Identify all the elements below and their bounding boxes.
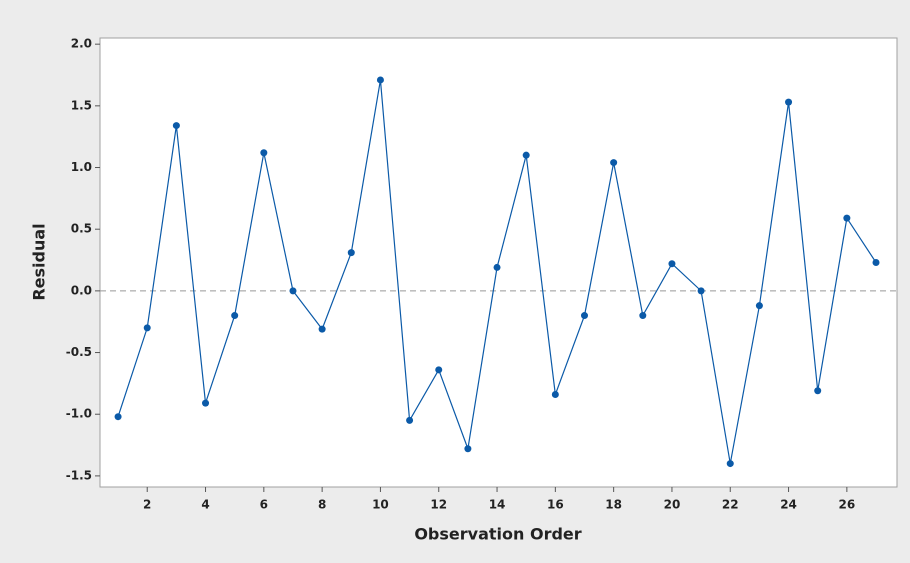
x-tick-label: 14 bbox=[489, 498, 506, 512]
data-point bbox=[376, 76, 384, 84]
y-axis-label: Residual bbox=[30, 223, 49, 300]
x-tick-label: 26 bbox=[839, 498, 856, 512]
y-tick-label: 2.0 bbox=[71, 37, 92, 51]
data-point bbox=[872, 259, 880, 266]
data-point bbox=[406, 416, 414, 424]
data-point bbox=[435, 366, 443, 374]
x-tick-label: 2 bbox=[143, 498, 151, 512]
data-point bbox=[843, 214, 851, 222]
data-point bbox=[580, 312, 588, 320]
x-tick-label: 10 bbox=[372, 498, 389, 512]
x-tick-label: 20 bbox=[664, 498, 681, 512]
x-tick-label: 4 bbox=[201, 498, 209, 512]
data-point bbox=[260, 149, 268, 157]
x-tick-label: 16 bbox=[547, 498, 564, 512]
y-tick-label: -1.0 bbox=[66, 407, 92, 421]
data-point bbox=[668, 260, 676, 268]
data-point bbox=[639, 312, 647, 320]
y-tick-label: 1.5 bbox=[71, 98, 92, 112]
data-point bbox=[726, 460, 734, 468]
x-tick-label: 22 bbox=[722, 498, 739, 512]
y-tick-label: -1.5 bbox=[66, 468, 92, 482]
y-tick-label: 0.5 bbox=[71, 222, 92, 236]
data-point bbox=[785, 98, 793, 106]
data-point bbox=[493, 263, 501, 271]
data-point bbox=[347, 249, 355, 257]
data-point bbox=[318, 325, 326, 333]
data-point bbox=[172, 122, 180, 130]
y-tick-label: -0.5 bbox=[66, 345, 92, 359]
data-point bbox=[143, 324, 151, 332]
data-point bbox=[231, 312, 239, 320]
y-tick-label: 0.0 bbox=[71, 283, 92, 297]
x-tick-label: 6 bbox=[260, 498, 268, 512]
y-tick-label: 1.0 bbox=[71, 160, 92, 174]
x-axis-label: Observation Order bbox=[414, 525, 581, 544]
data-point bbox=[289, 287, 297, 295]
data-point bbox=[202, 399, 210, 407]
x-tick-label: 8 bbox=[318, 498, 326, 512]
x-tick-label: 12 bbox=[430, 498, 447, 512]
data-point bbox=[755, 302, 763, 310]
data-point bbox=[114, 413, 122, 421]
data-point bbox=[610, 159, 618, 167]
x-tick-label: 18 bbox=[605, 498, 622, 512]
data-point bbox=[551, 390, 559, 398]
data-point bbox=[814, 387, 822, 395]
data-point bbox=[464, 445, 472, 453]
x-tick-label: 24 bbox=[780, 498, 797, 512]
data-point bbox=[697, 287, 705, 295]
data-point bbox=[522, 151, 530, 159]
